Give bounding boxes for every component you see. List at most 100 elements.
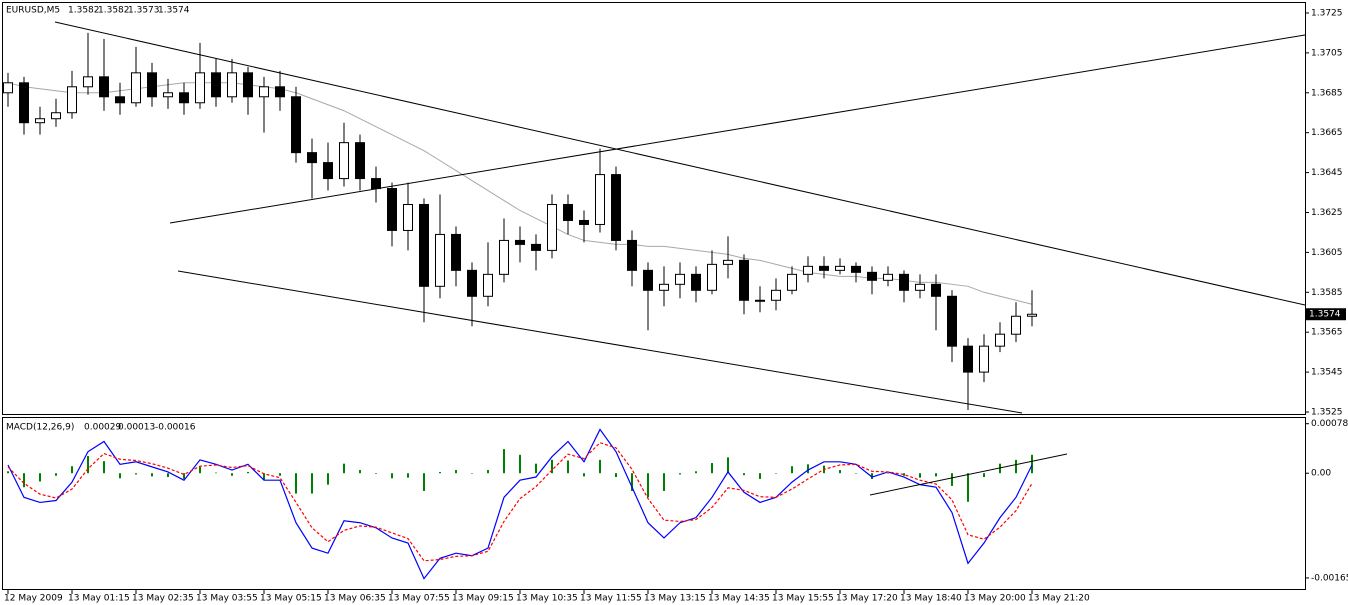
histogram-bar [247,471,249,474]
histogram-bar [199,466,201,474]
candle-body [947,295,957,347]
x-tick-label: 13 May 09:15 [452,594,514,604]
histogram-bar [455,470,457,474]
candle-body [323,162,333,180]
candle-body [627,239,637,271]
histogram-bar [295,473,297,494]
histogram-bar [167,473,169,478]
histogram-bar [183,473,185,479]
candle-body [195,72,205,104]
histogram-bar [919,473,921,478]
candle-body [723,259,733,265]
histogram-bar [39,473,41,482]
candle-body [115,96,125,104]
histogram-bar [151,473,153,477]
candle-body [611,174,621,241]
candle-body [515,239,525,245]
candle-body [339,142,349,180]
histogram-bar [215,472,217,474]
trend-line[interactable] [169,34,1306,224]
histogram-bar [999,463,1001,474]
candle-body [563,204,573,221]
x-tick-label: 13 May 21:20 [1028,594,1090,604]
histogram-bar [503,449,505,474]
y-tick-label: 1.3605 [1311,248,1343,258]
candle-body [931,283,941,297]
x-tick-label: 13 May 14:35 [708,594,770,604]
histogram-bar [743,473,745,476]
histogram-bar [1015,459,1017,474]
candle-body [691,273,701,291]
y-tick-label: 1.3645 [1311,168,1343,178]
candle-body [755,299,765,302]
candle-body [835,265,845,271]
trend-line[interactable] [177,270,1023,414]
candle-body [99,76,109,98]
y-tick-label: 1.3585 [1311,288,1343,298]
histogram-bar [759,473,761,479]
header-open: 1.3582 [68,6,100,16]
symbol-label: EURUSD,M5 [6,6,60,16]
histogram-bar [103,461,105,474]
histogram-bar [983,473,985,478]
candle-body [771,289,781,301]
histogram-bar [727,457,729,474]
histogram-bar [855,473,857,474]
candle-body [915,283,925,291]
histogram-bar [279,473,281,476]
header-close: 1.3574 [158,6,190,16]
x-tick-label: 13 May 06:35 [324,594,386,604]
histogram-bar [407,473,409,478]
histogram-bar [807,464,809,474]
price-frame [2,2,1306,415]
histogram-bar [23,473,25,488]
price-tag: 1.3574 [1309,310,1341,320]
histogram-bar [87,456,89,474]
candle-body [819,265,829,271]
histogram-bar [71,466,73,474]
candle-body [1011,315,1021,335]
macd-label: MACD(12,26,9) [6,423,74,433]
histogram-bar [647,473,649,498]
histogram-bar [311,473,313,494]
candle-body [867,271,877,281]
candle-body [163,92,173,98]
candle-body [403,204,413,231]
trend-line[interactable] [869,453,1068,496]
y-tick-label: 1.3685 [1311,88,1343,98]
candle-body [19,82,29,124]
histogram-bar [663,473,665,491]
y-tick-label: 1.3545 [1311,368,1343,378]
candle-body [643,269,653,291]
histogram-bar [1031,454,1033,474]
y-tick-label: 1.3525 [1311,408,1343,418]
histogram-bar [903,473,905,476]
candle-body [675,273,685,285]
x-tick-label: 13 May 15:55 [772,594,834,604]
plot-layer: 1.3725 1.3705 1.3685 1.3665 1.3645 1.3625 1.36… [3,8,1348,604]
candle-body [883,273,893,281]
x-tick-label: 13 May 13:15 [644,594,706,604]
x-tick-label: 13 May 11:55 [580,594,642,604]
histogram-bar [231,473,233,476]
histogram-bar [263,473,265,480]
candle-body [291,96,301,154]
candle-body [3,82,13,94]
candle-body [419,204,429,287]
candle-body [83,76,93,88]
histogram-bar [711,463,713,474]
y-tick-label: 1.3665 [1311,128,1343,138]
candle-body [147,72,157,98]
trend-line[interactable] [54,21,1306,306]
candle-body [899,273,909,291]
signal-line [7,442,1033,562]
moving-average [7,82,1033,305]
y-tick-label: 0.00 [1311,469,1331,479]
candle-body [131,72,141,104]
histogram-bar [871,473,873,479]
histogram-bar [535,463,537,474]
histogram-bar [391,473,393,479]
candle-body [371,178,381,190]
histogram-bar [935,473,937,477]
histogram-bar [631,473,633,491]
